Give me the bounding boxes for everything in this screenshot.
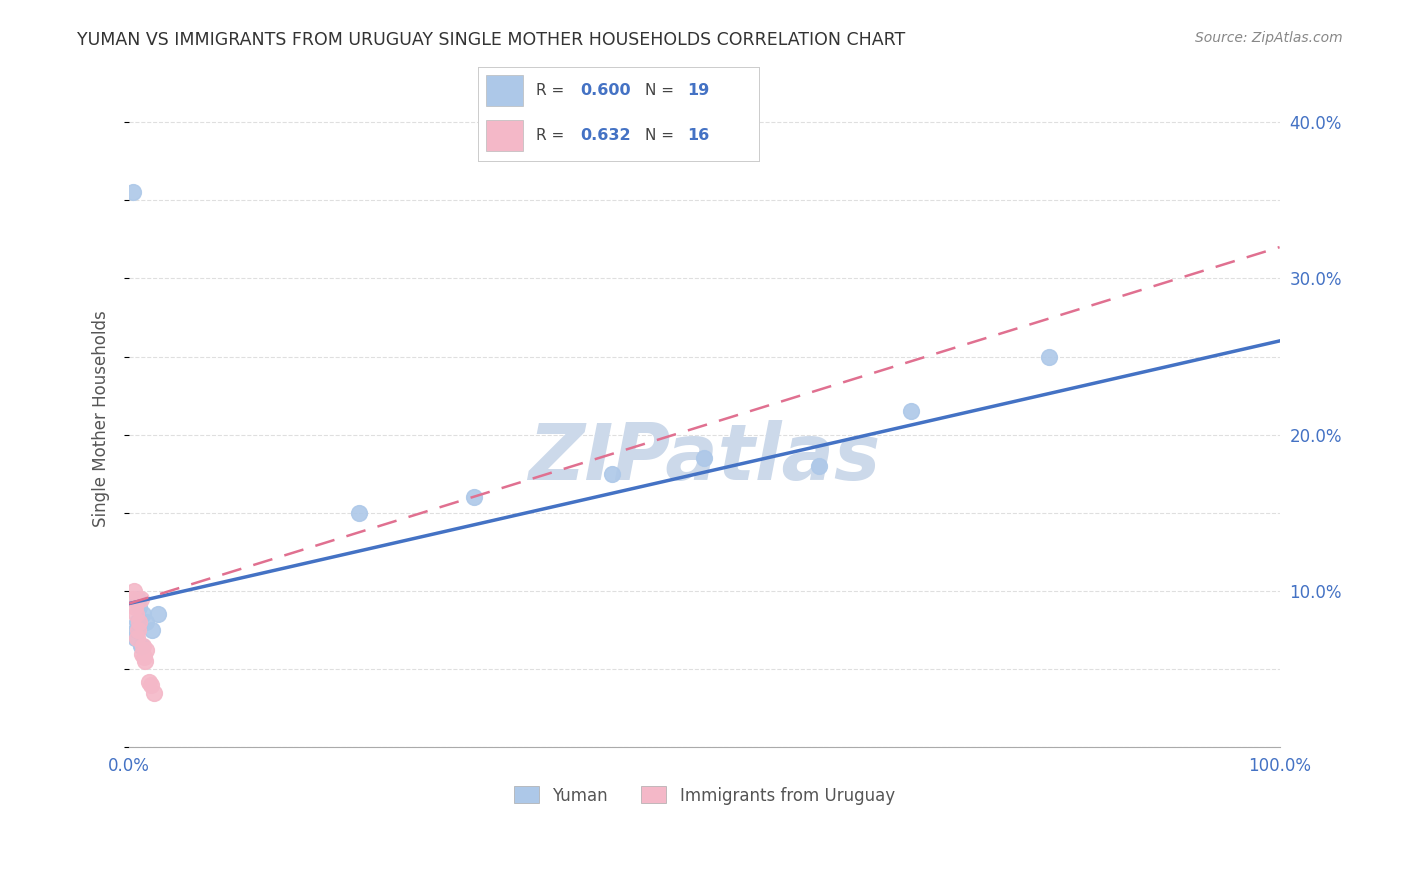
- Text: 16: 16: [688, 128, 710, 144]
- Point: [132, 639, 155, 653]
- Text: N =: N =: [645, 83, 679, 98]
- Point: [143, 685, 166, 699]
- Point: [127, 591, 149, 606]
- Point: [600, 467, 623, 481]
- Legend: Yuman, Immigrants from Uruguay: Yuman, Immigrants from Uruguay: [508, 780, 901, 811]
- Text: 19: 19: [688, 83, 710, 98]
- FancyBboxPatch shape: [486, 75, 523, 106]
- Point: [121, 591, 143, 606]
- Point: [141, 623, 163, 637]
- Point: [127, 615, 149, 630]
- Point: [138, 674, 160, 689]
- Point: [127, 631, 149, 645]
- Point: [127, 623, 149, 637]
- Point: [125, 607, 148, 622]
- Point: [808, 458, 831, 473]
- Text: Source: ZipAtlas.com: Source: ZipAtlas.com: [1195, 31, 1343, 45]
- Point: [900, 404, 922, 418]
- Point: [134, 654, 156, 668]
- Point: [128, 599, 150, 614]
- Point: [135, 615, 157, 630]
- Text: YUMAN VS IMMIGRANTS FROM URUGUAY SINGLE MOTHER HOUSEHOLDS CORRELATION CHART: YUMAN VS IMMIGRANTS FROM URUGUAY SINGLE …: [77, 31, 905, 49]
- Point: [131, 639, 153, 653]
- Point: [124, 631, 146, 645]
- Point: [132, 607, 155, 622]
- Point: [125, 623, 148, 637]
- Point: [139, 678, 162, 692]
- Point: [128, 615, 150, 630]
- Point: [463, 490, 485, 504]
- FancyBboxPatch shape: [486, 120, 523, 152]
- Point: [124, 599, 146, 614]
- Point: [146, 607, 169, 622]
- Text: R =: R =: [536, 128, 569, 144]
- Text: 0.600: 0.600: [581, 83, 631, 98]
- Text: 0.632: 0.632: [581, 128, 631, 144]
- Point: [1038, 350, 1060, 364]
- Point: [693, 451, 716, 466]
- Point: [347, 506, 370, 520]
- Point: [132, 649, 155, 664]
- Text: R =: R =: [536, 83, 569, 98]
- Point: [135, 643, 157, 657]
- Point: [121, 186, 143, 200]
- Point: [129, 639, 152, 653]
- Point: [129, 591, 152, 606]
- Text: N =: N =: [645, 128, 679, 144]
- Text: ZIPatlas: ZIPatlas: [529, 420, 880, 497]
- Point: [131, 647, 153, 661]
- Point: [122, 584, 145, 599]
- Y-axis label: Single Mother Households: Single Mother Households: [93, 310, 110, 527]
